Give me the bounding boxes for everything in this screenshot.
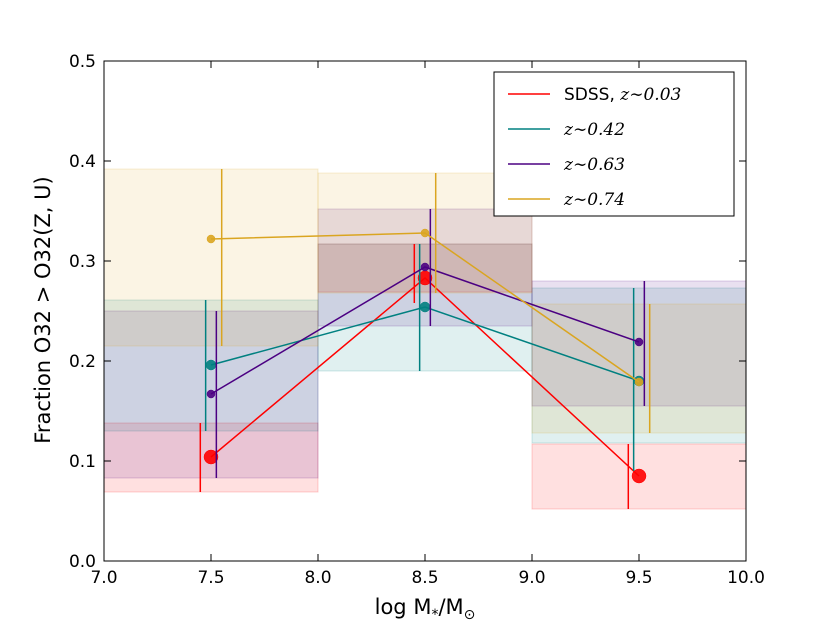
legend: SDSS, z∼0.03 z∼0.42 z∼0.63 z∼0.74: [493, 71, 735, 217]
data-point: [205, 359, 217, 371]
error-band: [531, 287, 747, 444]
error-band: [103, 168, 319, 347]
x-tick-label: 7.5: [197, 568, 224, 588]
legend-entry: z∼0.74: [563, 190, 625, 210]
axis-ticks: 7.0 7.5 8.0 8.5 9.0 9.5 10.0 0.0 0.1 0.2 0.3 0.4 0.5: [69, 52, 765, 588]
x-tick-label: 8.5: [411, 568, 438, 588]
error-band: [531, 303, 747, 434]
legend-entry-name: SDSS,: [564, 85, 620, 105]
data-point: [206, 234, 216, 244]
x-axis-label: log M*/M⊙: [375, 595, 476, 623]
data-point: [206, 389, 216, 399]
legend-entry-math: z∼0.74: [563, 190, 625, 210]
data-point: [420, 262, 430, 272]
legend-entry: z∼0.63: [563, 155, 625, 175]
legend-entry: z∼0.42: [563, 120, 625, 140]
series-3: [206, 169, 651, 433]
data-point: [419, 301, 431, 313]
legend-entry: SDSS, z∼0.03: [564, 85, 681, 105]
legend-entry-math: z∼0.42: [563, 120, 625, 140]
y-tick-label: 0.4: [69, 152, 96, 172]
series-layer: [199, 169, 651, 509]
series-2: [206, 209, 646, 478]
x-tick-label: 9.0: [518, 568, 545, 588]
y-tick-label: 0.1: [69, 452, 96, 472]
error-bands: [103, 168, 747, 510]
series-0: [199, 244, 647, 509]
legend-entry-math: z∼0.63: [563, 155, 625, 175]
x-tick-label: 10.0: [727, 568, 765, 588]
data-point: [634, 377, 644, 387]
y-tick-label: 0.2: [69, 352, 96, 372]
x-tick-label: 7.0: [90, 568, 117, 588]
legend-box: [493, 71, 735, 217]
y-axis-label: Fraction O32 > O32(Z, U): [31, 176, 55, 443]
series-1: [204, 244, 645, 471]
y-tick-label: 0.0: [69, 552, 96, 572]
data-point: [203, 449, 219, 465]
data-point: [631, 468, 647, 484]
y-tick-label: 0.5: [69, 52, 96, 72]
y-tick-label: 0.3: [69, 252, 96, 272]
data-point: [634, 337, 644, 347]
x-tick-label: 8.0: [304, 568, 331, 588]
x-tick-label: 9.5: [625, 568, 652, 588]
data-point: [420, 228, 430, 238]
legend-entry-math: z∼0.03: [619, 85, 681, 105]
